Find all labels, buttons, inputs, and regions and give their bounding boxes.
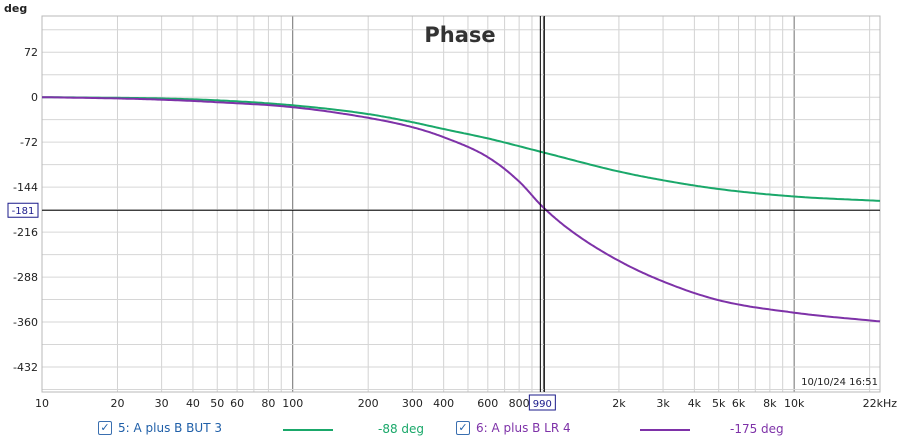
- y-tick-label: -144: [13, 181, 38, 194]
- cursor-y-readout-box: [7, 202, 39, 218]
- x-axis: 10 20 30 40 50 60 80 100 200 300 400 600 800 2k 3k 4k 5k…: [35, 397, 897, 410]
- cursor-y-readout: -181: [12, 206, 35, 217]
- legend-swatch-series-5: [283, 429, 333, 431]
- x-tick-label: 30: [155, 397, 169, 410]
- x-tick-label: 10k: [784, 397, 805, 410]
- timestamp: 10/10/24 16:51: [801, 377, 878, 388]
- y-tick-label: 72: [24, 46, 38, 59]
- series-lines: [42, 96, 881, 323]
- x-tick-label: 80: [261, 397, 275, 410]
- x-tick-label: 5k: [712, 397, 726, 410]
- y-axis-unit: deg: [4, 2, 27, 15]
- legend-value-series-5: -88 deg: [378, 422, 425, 436]
- chart-title: Phase: [424, 23, 495, 47]
- y-tick-label: 0: [31, 91, 38, 104]
- x-tick-label: 22kHz: [863, 397, 898, 410]
- x-tick-label: 300: [402, 397, 423, 410]
- legend-label-series-6: 6: A plus B LR 4: [476, 421, 571, 435]
- series-line-1: [42, 96, 881, 202]
- legend: ✓ 5: A plus B BUT 3 -88 deg ✓ 6: A plus …: [0, 421, 900, 441]
- x-tick-label: 50: [210, 397, 224, 410]
- y-tick-label: -288: [13, 271, 38, 284]
- plot-frame: [41, 15, 881, 393]
- x-tick-label: 6k: [732, 397, 746, 410]
- x-tick-label: 600: [477, 397, 498, 410]
- checkbox-series-6[interactable]: ✓: [456, 421, 470, 435]
- y-tick-label: -432: [13, 361, 38, 374]
- legend-item-series-6[interactable]: ✓ 6: A plus B LR 4: [456, 421, 571, 435]
- cursor[interactable]: -181 990: [7, 16, 880, 411]
- x-tick-label: 40: [186, 397, 200, 410]
- y-tick-label: -360: [13, 316, 38, 329]
- legend-value-series-6: -175 deg: [730, 422, 784, 436]
- phase-chart[interactable]: 10 20 30 40 50 60 80 100 200 300 400 600 800 2k 3k 4k 5k…: [0, 0, 900, 420]
- legend-swatch-series-6: [640, 429, 690, 431]
- x-tick-label: 400: [433, 397, 454, 410]
- x-tick-label: 10: [35, 397, 49, 410]
- x-tick-label: 3k: [656, 397, 670, 410]
- x-tick-label: 4k: [688, 397, 702, 410]
- y-axis: 72 0 -72 -144 -216 -288 -360 -432: [13, 46, 38, 374]
- cursor-x-readout-box: [528, 394, 556, 411]
- y-tick-label: -72: [20, 136, 38, 149]
- cursor-x-readout: 990: [533, 399, 552, 410]
- x-tick-label: 100: [282, 397, 303, 410]
- legend-label-series-5: 5: A plus B BUT 3: [118, 421, 222, 435]
- y-tick-label: -216: [13, 226, 38, 239]
- x-tick-label: 20: [110, 397, 124, 410]
- x-tick-label: 8k: [763, 397, 777, 410]
- checkbox-series-5[interactable]: ✓: [98, 421, 112, 435]
- series-line-2: [42, 96, 881, 323]
- x-tick-label: 800: [509, 397, 530, 410]
- grid: [41, 16, 880, 392]
- x-tick-label: 60: [230, 397, 244, 410]
- x-tick-label: 2k: [612, 397, 626, 410]
- legend-item-series-5[interactable]: ✓ 5: A plus B BUT 3: [98, 421, 222, 435]
- x-tick-label: 200: [358, 397, 379, 410]
